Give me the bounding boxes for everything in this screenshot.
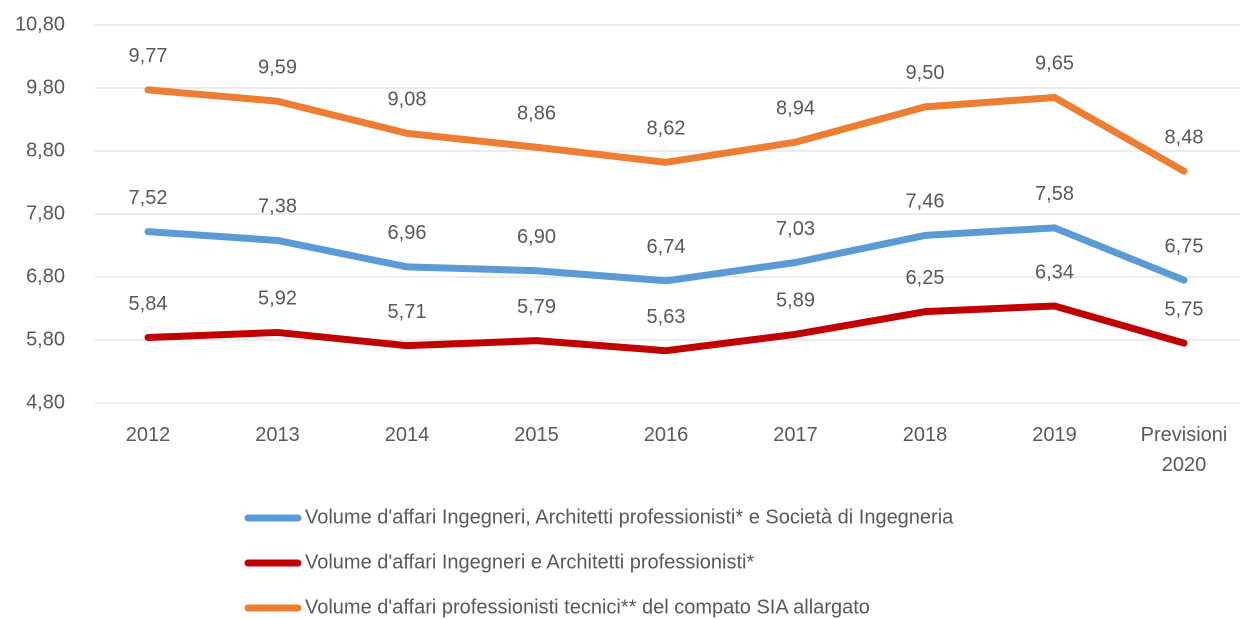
data-label: 9,65	[1035, 53, 1074, 75]
data-label: 7,58	[1035, 183, 1074, 205]
data-label: 5,84	[129, 293, 168, 315]
x-tick-label: 2014	[384, 424, 430, 446]
data-label: 7,03	[776, 218, 815, 240]
data-label: 8,48	[1165, 126, 1204, 148]
data-label: 5,89	[776, 290, 815, 312]
x-tick-label: 2018	[902, 424, 948, 446]
data-label: 6,25	[906, 267, 945, 289]
data-label: 6,34	[1035, 261, 1074, 283]
data-label: 6,75	[1165, 235, 1204, 257]
legend-label: Volume d'affari professionisti tecnici**…	[305, 596, 870, 618]
data-label: 5,92	[258, 288, 297, 310]
data-label: 5,71	[388, 301, 427, 323]
x-tick-label: 2015	[514, 424, 559, 446]
series-line	[144, 302, 1188, 355]
data-label: 7,38	[258, 196, 297, 218]
series-line	[144, 224, 1188, 285]
data-label: 5,63	[647, 306, 686, 328]
data-label: 5,75	[1165, 298, 1204, 320]
y-tick-label: 4,80	[26, 391, 65, 413]
data-label: 6,74	[647, 236, 686, 258]
data-label: 9,08	[388, 89, 427, 111]
legend-label: Volume d'affari Ingegneri, Architetti pr…	[305, 506, 954, 528]
y-tick-label: 6,80	[26, 265, 65, 287]
y-tick-label: 8,80	[26, 139, 65, 161]
data-label: 8,94	[776, 97, 815, 119]
y-tick-label: 9,80	[26, 76, 65, 98]
x-tick-label: Previsioni 2020	[1140, 424, 1228, 476]
data-label: 9,50	[906, 62, 945, 84]
data-label: 6,90	[517, 226, 556, 248]
x-tick-label: 2017	[773, 424, 818, 446]
data-label: 6,96	[388, 222, 427, 244]
data-label: 7,46	[906, 191, 945, 213]
data-label: 8,62	[647, 118, 686, 140]
y-tick-label: 7,80	[26, 202, 65, 224]
data-label: 5,79	[517, 296, 556, 318]
y-tick-label: 10,80	[15, 13, 65, 35]
x-tick-label: 2013	[255, 424, 300, 446]
x-tick-label: 2016	[643, 424, 689, 446]
x-tick-label: 2019	[1032, 424, 1077, 446]
y-tick-label: 5,80	[26, 328, 65, 350]
data-label: 9,59	[258, 57, 297, 79]
legend-label: Volume d'affari Ingegneri e Architetti p…	[305, 551, 754, 573]
series-line	[144, 86, 1188, 175]
data-label: 8,86	[517, 103, 556, 125]
data-label: 7,52	[129, 187, 168, 209]
x-tick-label: 2012	[125, 424, 171, 446]
data-label: 9,77	[129, 45, 168, 67]
